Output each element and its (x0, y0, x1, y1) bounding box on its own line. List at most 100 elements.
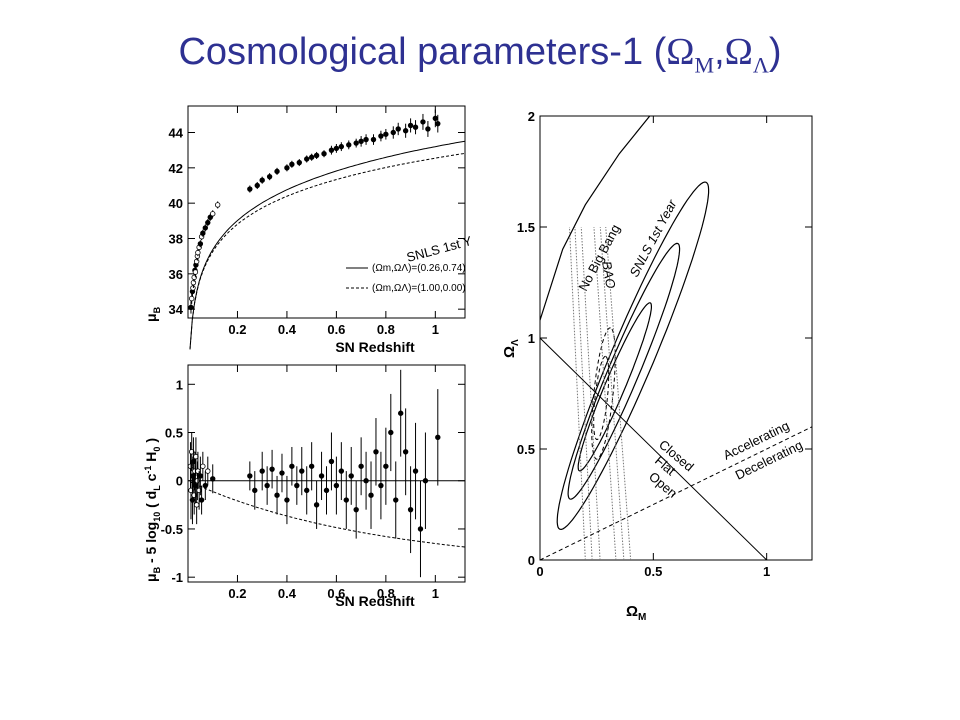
hubble-marker (289, 161, 295, 168)
resid-point (417, 480, 424, 578)
resid-point (333, 456, 340, 515)
resid-point (284, 475, 290, 525)
resid-point (202, 471, 209, 501)
resid-marker (299, 468, 305, 474)
hubble-xtick-label: 0.8 (377, 322, 395, 337)
title-omega-m: Ω (666, 31, 695, 73)
omega-plane-diagram: ΩM ΩΛ No Big Bang BAO SNLS 1st Year Clos… (501, 109, 813, 623)
hubble-point (370, 134, 377, 145)
resid-marker (247, 473, 253, 479)
hubble-point (435, 114, 441, 133)
hubble-marker (200, 230, 206, 236)
resid-marker (397, 410, 404, 416)
resid-marker (348, 473, 354, 479)
resid-xtick-label: 1 (432, 586, 439, 601)
hubble-ytick-label: 42 (169, 161, 183, 176)
hubble-point (363, 134, 369, 145)
hubble-point (338, 142, 345, 152)
title-comma: , (714, 31, 725, 73)
resid-marker (269, 466, 275, 472)
hubble-marker (189, 295, 195, 302)
resid-point (353, 480, 359, 539)
resid-point (198, 485, 205, 515)
omega-plot-area (540, 116, 812, 560)
resid-point (200, 451, 206, 481)
resid-ytick-label: 0.5 (165, 426, 183, 441)
hubble-point (197, 240, 204, 248)
hubble-xtick-label: 1 (432, 322, 439, 337)
hubble-marker (190, 279, 197, 286)
resid-point (407, 466, 414, 554)
hubble-model-curve (189, 140, 466, 350)
resid-marker (294, 482, 300, 489)
no-big-bang-curve (540, 116, 651, 321)
omega-ytick-label: 2 (528, 109, 535, 124)
resid-marker (373, 449, 379, 455)
resid-point (328, 432, 335, 491)
resid-marker (333, 482, 340, 489)
resid-point (363, 451, 369, 510)
snls-label: SNLS 1st Year (405, 228, 470, 265)
joint-contour (591, 327, 616, 460)
title-close: ) (768, 31, 782, 73)
resid-ylabel: μB - 5 log10 ( dL c-1 H0 ) (143, 438, 162, 582)
resid-marker (202, 482, 209, 489)
hubble-marker (210, 211, 216, 217)
resid-marker (198, 497, 205, 503)
hubble-marker (432, 115, 439, 122)
resid-model-curve-dashed (190, 481, 466, 548)
acceleration-line (540, 426, 812, 560)
hubble-point (214, 201, 221, 209)
title-omega-l: Ω (724, 31, 753, 73)
omega-xtick-label: 0 (536, 564, 543, 579)
resid-marker (279, 470, 285, 476)
resid-marker (338, 468, 345, 474)
resid-marker (417, 526, 424, 532)
resid-marker (422, 478, 429, 484)
resid-point (289, 446, 295, 486)
hubble-marker (395, 126, 401, 132)
hubble-marker (346, 142, 352, 148)
resid-marker (358, 463, 364, 469)
resid-marker (284, 497, 290, 503)
resid-marker (200, 463, 206, 469)
resid-ytick-label: 1 (176, 377, 183, 392)
hubble-marker (412, 124, 419, 130)
hubble-legend: (Ωm,ΩΛ)=(0.26,0.74) (Ωm,ΩΛ)=(1.00,0.00) (346, 263, 466, 294)
resid-frame (187, 364, 466, 583)
hubble-point (407, 118, 414, 133)
hubble-point (189, 293, 195, 304)
resid-point (308, 442, 315, 491)
hubble-marker (313, 152, 320, 159)
resid-point (259, 451, 265, 491)
resid-point (368, 461, 374, 529)
resid-point (304, 466, 310, 515)
hubble-marker (197, 241, 204, 247)
hubble-marker (202, 225, 209, 231)
hubble-point (308, 153, 315, 161)
hubble-marker (370, 136, 377, 143)
resid-marker (353, 506, 359, 513)
label-open: Open (646, 469, 680, 501)
hubble-point (202, 224, 209, 232)
title-sub-m: M (694, 52, 715, 78)
hubble-marker (193, 258, 200, 265)
hubble-point (333, 143, 340, 153)
resid-point (264, 466, 270, 505)
resid-point (393, 461, 399, 539)
hubble-ytick-label: 44 (169, 126, 184, 141)
resid-marker (313, 502, 320, 508)
hubble-ytick-label: 34 (169, 302, 184, 317)
hubble-point (313, 151, 320, 159)
resid-point (313, 480, 320, 529)
legend-label-solid: (Ωm,ΩΛ)=(0.26,0.74) (372, 263, 466, 274)
hubble-marker (338, 143, 345, 150)
resid-point (323, 466, 330, 515)
flat-universe-line (540, 337, 768, 560)
hubble-point (274, 167, 280, 175)
resid-marker (412, 468, 419, 474)
hubble-point (210, 210, 216, 218)
resid-marker (205, 468, 211, 474)
resid-marker (383, 463, 389, 469)
hubble-marker (247, 186, 253, 192)
